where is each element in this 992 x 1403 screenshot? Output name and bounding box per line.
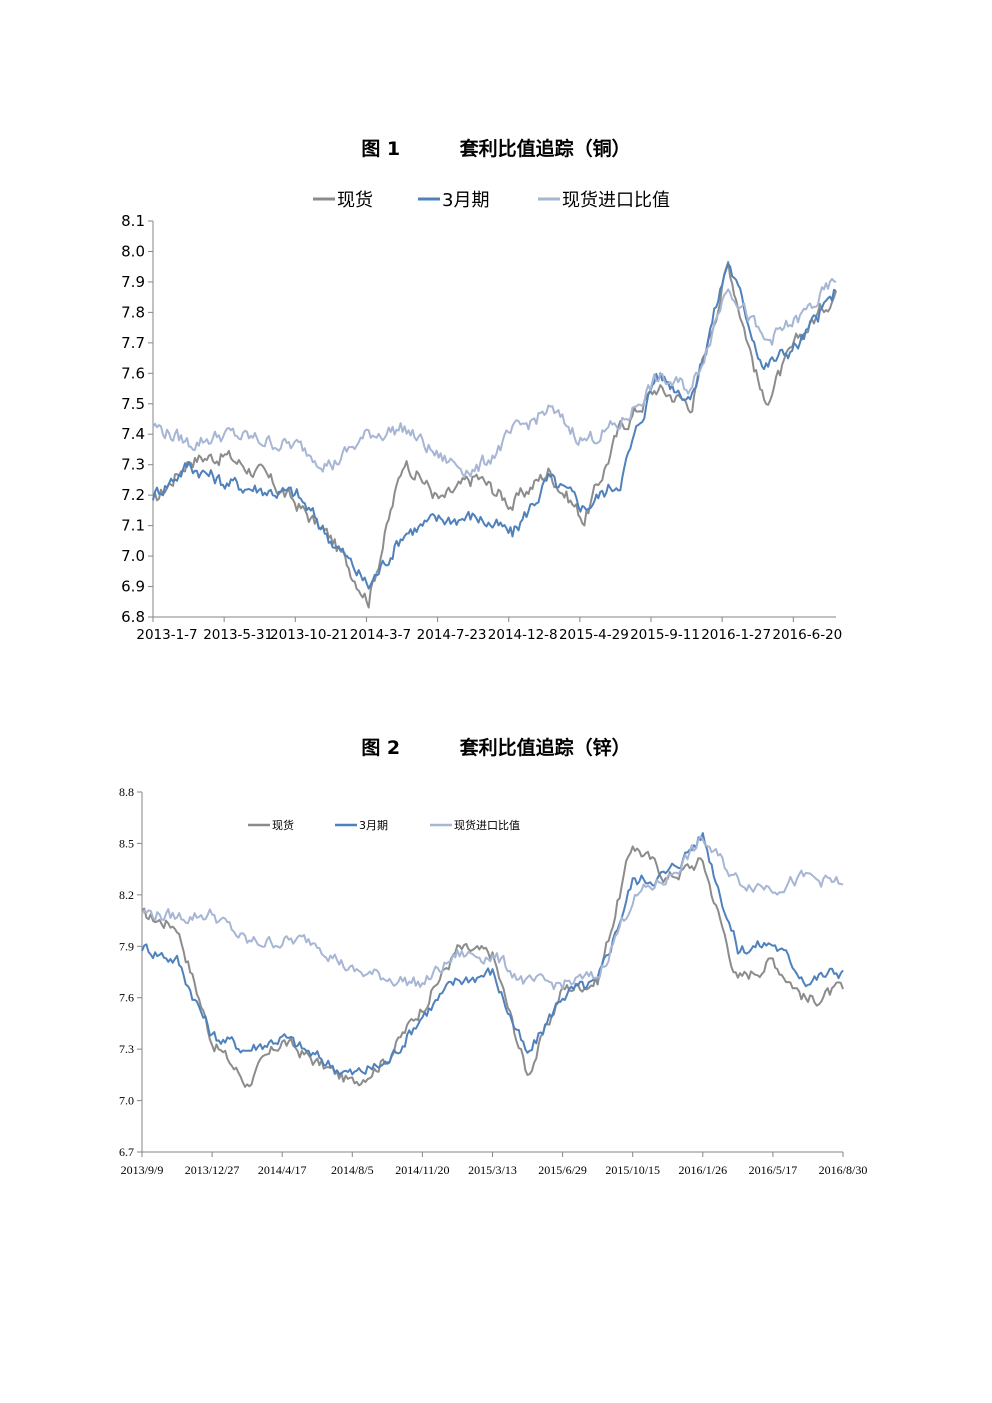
legend-label-2: 现货进口比值 (562, 190, 670, 211)
y-tick-label: 7.7 (121, 334, 145, 352)
y-tick-label: 7.8 (121, 303, 145, 321)
y-tick-label: 7.4 (121, 425, 145, 443)
x-tick-label: 2014/8/5 (331, 1163, 374, 1177)
x-tick-label: 2014-12-8 (488, 627, 558, 643)
y-tick-label: 7.6 (119, 991, 134, 1005)
x-tick-label: 2013-5-31 (203, 627, 273, 643)
x-tick-label: 2016/8/30 (819, 1163, 868, 1177)
y-tick-label: 8.0 (121, 242, 145, 260)
legend-label-0: 现货 (337, 190, 373, 211)
x-tick-label: 2016-6-20 (772, 627, 842, 643)
y-tick-label: 7.9 (121, 273, 145, 291)
legend-label-0: 现货 (272, 818, 294, 832)
y-tick-label: 7.0 (119, 1094, 134, 1108)
series-line-1 (152, 262, 837, 590)
x-tick-label: 2016/1/26 (678, 1163, 727, 1177)
x-tick-label: 2016-1-27 (701, 627, 771, 643)
y-tick-label: 7.0 (121, 547, 145, 565)
y-tick-label: 8.1 (121, 212, 145, 230)
series-line-0 (141, 845, 844, 1088)
y-tick-label: 8.8 (119, 785, 134, 799)
copper-arbitrage-chart: 8.1 8.0 7.9 7.8 7.7 7.6 7.5 7.4 7.3 7.2 7.1 7.0 6.9 6… (121, 190, 842, 643)
y-tick-label: 7.6 (121, 364, 145, 382)
series-line-1 (141, 832, 844, 1076)
x-tick-label: 2014-3-7 (350, 627, 411, 643)
x-tick-label: 2016/5/17 (749, 1163, 798, 1177)
y-tick-label: 8.2 (119, 888, 134, 902)
y-tick-label: 7.2 (121, 486, 145, 504)
x-tick-label: 2014/11/20 (395, 1163, 449, 1177)
y-tick-label: 6.7 (119, 1145, 134, 1159)
figure-1-title: 图 1 套利比值追踪（铜） (361, 138, 631, 160)
x-tick-label: 2015/3/13 (468, 1163, 517, 1177)
zinc-arbitrage-chart: 8.8 8.5 8.2 7.9 7.6 7.3 7.0 6.7 2013/9/9 2013/12/… (119, 785, 868, 1177)
x-tick-label: 2015/10/15 (605, 1163, 660, 1177)
x-tick-label: 2013/9/9 (121, 1163, 164, 1177)
legend-label-1: 3月期 (442, 190, 489, 211)
x-tick-label: 2014-7-23 (417, 627, 487, 643)
y-tick-label: 6.9 (121, 578, 145, 596)
y-tick-label: 6.8 (121, 608, 145, 626)
x-tick-label: 2013/12/27 (185, 1163, 240, 1177)
figure-2-title: 图 2 套利比值追踪（锌） (361, 737, 631, 759)
x-tick-label: 2015-9-11 (630, 627, 700, 643)
y-tick-label: 7.5 (121, 395, 145, 413)
x-tick-label: 2015-4-29 (559, 627, 629, 643)
y-tick-label: 8.5 (119, 836, 134, 850)
series-line-2 (141, 835, 844, 991)
x-tick-label: 2014/4/17 (258, 1163, 307, 1177)
y-tick-label: 7.9 (119, 939, 134, 953)
x-tick-label: 2015/6/29 (538, 1163, 587, 1177)
legend-label-2: 现货进口比值 (454, 818, 520, 832)
legend-label-1: 3月期 (359, 819, 388, 832)
y-tick-label: 7.3 (119, 1042, 134, 1056)
y-tick-label: 7.1 (121, 517, 145, 535)
y-tick-label: 7.3 (121, 456, 145, 474)
x-tick-label: 2013-10-21 (270, 627, 348, 643)
series-line-2 (152, 277, 837, 478)
x-tick-label: 2013-1-7 (136, 627, 197, 643)
